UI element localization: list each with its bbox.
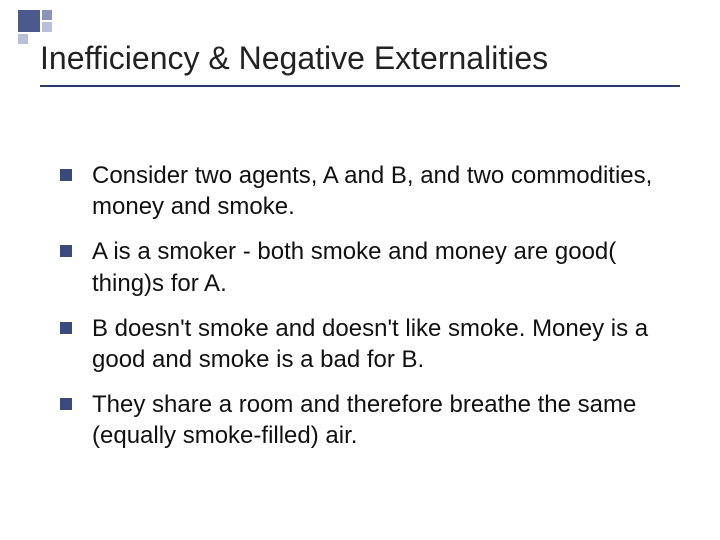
bullet-square-icon — [60, 169, 72, 181]
accent-square-icon — [18, 10, 40, 32]
content-area: Consider two agents, A and B, and two co… — [60, 160, 670, 466]
bullet-square-icon — [60, 322, 72, 334]
accent-square-icon — [18, 34, 28, 44]
bullet-text: Consider two agents, A and B, and two co… — [92, 160, 670, 222]
accent-square-icon — [42, 10, 52, 20]
accent-square-icon — [42, 22, 52, 32]
bullet-square-icon — [60, 245, 72, 257]
bullet-square-icon — [60, 398, 72, 410]
slide-title: Inefficiency & Negative Externalities — [40, 40, 680, 77]
bullet-text: A is a smoker - both smoke and money are… — [92, 236, 670, 298]
title-container: Inefficiency & Negative Externalities — [40, 40, 680, 87]
list-item: B doesn't smoke and doesn't like smoke. … — [60, 313, 670, 375]
list-item: Consider two agents, A and B, and two co… — [60, 160, 670, 222]
list-item: A is a smoker - both smoke and money are… — [60, 236, 670, 298]
bullet-text: They share a room and therefore breathe … — [92, 389, 670, 451]
list-item: They share a room and therefore breathe … — [60, 389, 670, 451]
bullet-text: B doesn't smoke and doesn't like smoke. … — [92, 313, 670, 375]
